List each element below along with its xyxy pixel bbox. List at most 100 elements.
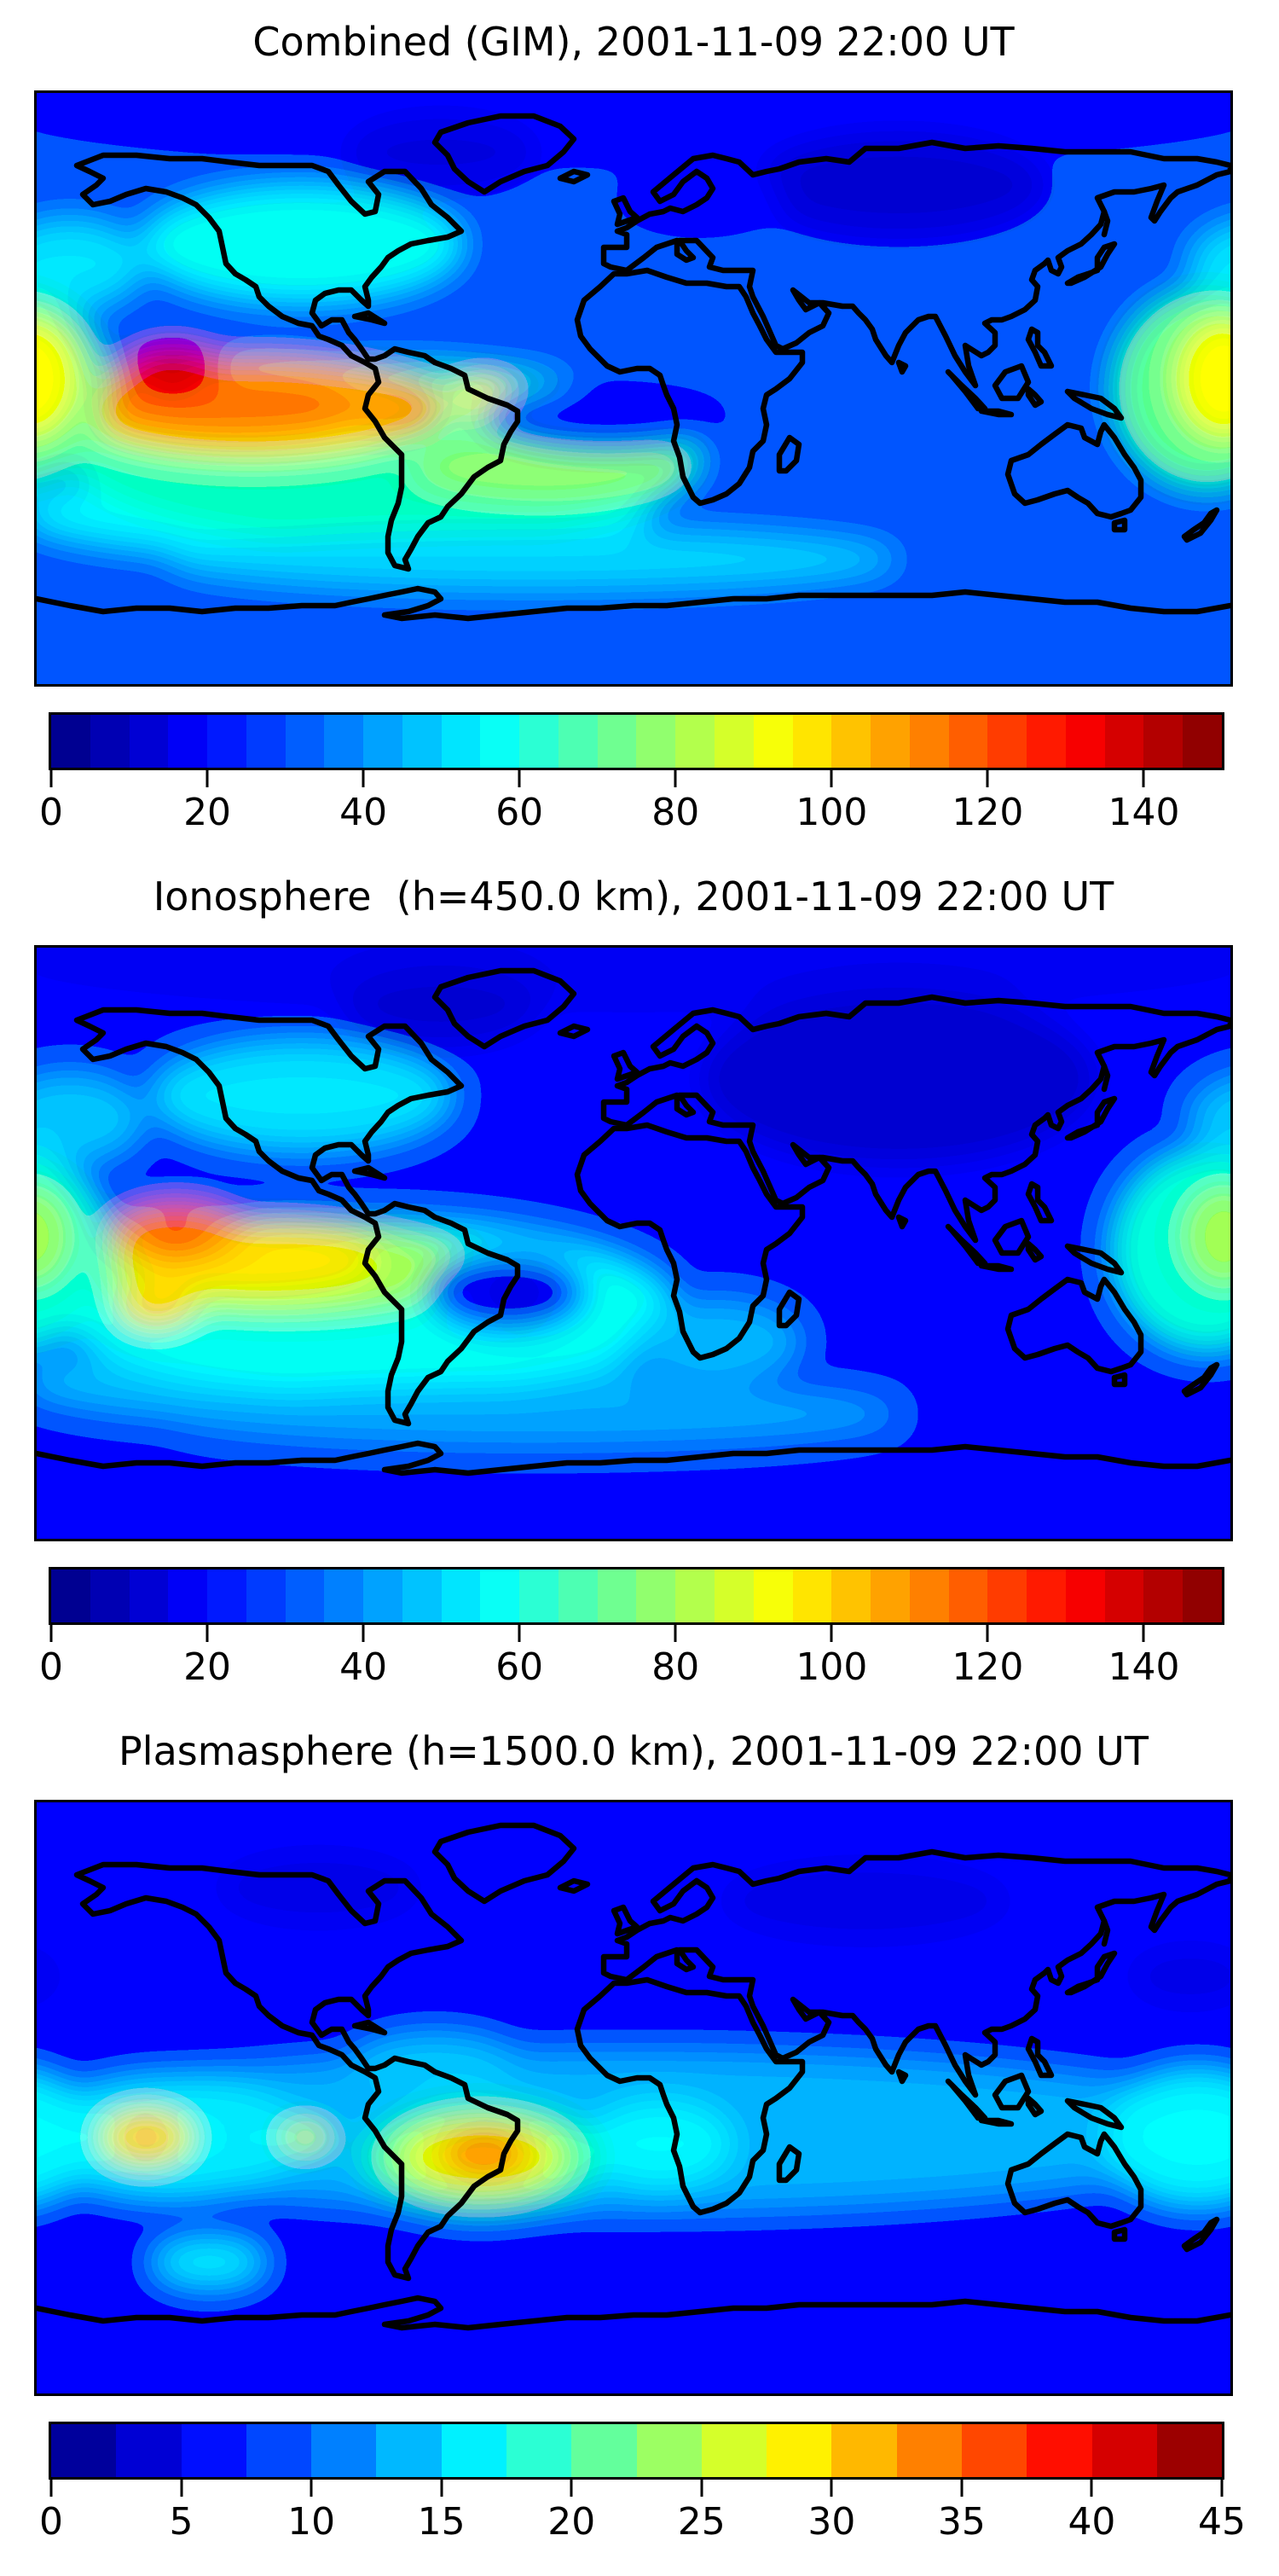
colorbar-segment bbox=[636, 1569, 676, 1622]
colorbar-segment bbox=[1027, 715, 1066, 768]
colorbar-segment bbox=[1091, 2424, 1157, 2477]
colorbar-segment bbox=[1183, 1569, 1222, 1622]
coastline-path bbox=[557, 168, 591, 185]
colorbar-segment bbox=[571, 2424, 637, 2477]
colorbar-segment bbox=[324, 1569, 364, 1622]
field-blob bbox=[37, 1076, 143, 1162]
colorbar-tick bbox=[1142, 1625, 1145, 1642]
colorbar-tick bbox=[49, 2480, 53, 2497]
colorbar-tick bbox=[518, 770, 521, 787]
coastlines bbox=[37, 967, 1230, 1477]
field-blob bbox=[587, 2101, 733, 2187]
field-blob bbox=[1177, 319, 1230, 438]
field-blob bbox=[153, 2239, 266, 2285]
colorbar-segment bbox=[1065, 1569, 1105, 1622]
colorbar-segment bbox=[90, 1569, 130, 1622]
colorbar-segment bbox=[597, 1569, 637, 1622]
colorbar-segment bbox=[246, 1569, 286, 1622]
field-blob bbox=[169, 530, 900, 589]
field-blob bbox=[142, 1216, 210, 1250]
coastline-path bbox=[1064, 1950, 1118, 1996]
coastline-path bbox=[1025, 2035, 1055, 2079]
field-blob bbox=[1190, 225, 1230, 302]
coastline-path bbox=[1025, 1240, 1045, 1263]
field-blob bbox=[142, 188, 461, 300]
colorbar-tick bbox=[986, 1625, 989, 1642]
figure: Combined (GIM), 2001-11-09 22:00 UT bbox=[0, 17, 1279, 2553]
colorbar-segment bbox=[480, 1569, 520, 1622]
panel-combined: Combined (GIM), 2001-11-09 22:00 UT bbox=[0, 17, 1279, 844]
colorbar-segment bbox=[715, 1569, 754, 1622]
coastline-path bbox=[1064, 1095, 1118, 1141]
field-blob bbox=[151, 360, 194, 384]
coastline-path bbox=[574, 1976, 806, 2216]
colorbar-segment bbox=[948, 1569, 988, 1622]
colorbar-segment bbox=[90, 715, 130, 768]
colorbar-tick bbox=[830, 2480, 833, 2497]
panel-title-combined: Combined (GIM), 2001-11-09 22:00 UT bbox=[252, 19, 1015, 65]
colorbar-tick-label: 60 bbox=[495, 1645, 544, 1689]
coastline-path bbox=[1181, 1361, 1220, 1398]
colorbar-segment bbox=[519, 715, 558, 768]
field-blob bbox=[1104, 2071, 1230, 2203]
colorbar-segment bbox=[792, 1569, 832, 1622]
colorbar-segment bbox=[441, 715, 481, 768]
coastline-path bbox=[1025, 1181, 1055, 1224]
colorbar-tick bbox=[674, 770, 677, 787]
colorbar-segment bbox=[51, 1569, 90, 1622]
field-blob bbox=[634, 1302, 800, 1382]
field-blob bbox=[37, 2075, 96, 2199]
colorbar-tick bbox=[49, 770, 53, 787]
coastline-path bbox=[611, 1904, 640, 1937]
coastline-path bbox=[600, 994, 1230, 1244]
coastline-path bbox=[431, 1822, 577, 1905]
colorbar-tick-label: 40 bbox=[339, 1645, 388, 1689]
colorbar-segment bbox=[753, 715, 793, 768]
colorbar-tick bbox=[674, 1625, 677, 1642]
colorbar-tick bbox=[49, 1625, 53, 1642]
colorbar-segment bbox=[1156, 2424, 1223, 2477]
colorbar-segment bbox=[1143, 1569, 1184, 1622]
colorbar-segment bbox=[363, 1569, 402, 1622]
coastlines bbox=[37, 113, 1230, 622]
colorbar-segment bbox=[871, 715, 910, 768]
colorbar-segment bbox=[675, 1569, 715, 1622]
coastlines bbox=[37, 1822, 1230, 2331]
coastline-path bbox=[1064, 388, 1125, 421]
coastline-path bbox=[37, 2295, 1230, 2331]
map-ionosphere bbox=[34, 945, 1233, 1541]
colorbar-segment bbox=[506, 2424, 572, 2477]
colorbar-band bbox=[49, 712, 1224, 770]
panel-title-ionosphere: Ionosphere (h=450.0 km), 2001-11-09 22:0… bbox=[153, 873, 1114, 920]
panel-plasmasphere: Plasmasphere (h=1500.0 km), 2001-11-09 2… bbox=[0, 1726, 1279, 2553]
coastline-path bbox=[351, 1164, 388, 1181]
coastline-path bbox=[611, 194, 640, 228]
field-blob bbox=[37, 221, 143, 307]
coastline-path bbox=[776, 434, 802, 474]
coastline-path bbox=[776, 1289, 802, 1329]
colorbar-plasmasphere: 0 5 10 15 20 25 30 35 40 45 bbox=[39, 2422, 1246, 2553]
colorbar-segment bbox=[285, 715, 325, 768]
panel-ionosphere: Ionosphere (h=450.0 km), 2001-11-09 22:0… bbox=[0, 872, 1279, 1698]
colorbar-tick bbox=[1090, 2480, 1093, 2497]
colorbar-tick bbox=[830, 1625, 833, 1642]
colorbar-tick bbox=[700, 2480, 703, 2497]
colorbar-band bbox=[49, 1567, 1224, 1625]
colorbar-segment bbox=[636, 715, 676, 768]
colorbar-ionosphere: 0 20 40 60 80 100 120 140 bbox=[39, 1567, 1224, 1698]
colorbar-tick-label: 120 bbox=[952, 791, 1024, 834]
colorbar-segment bbox=[1065, 715, 1105, 768]
coastline-path bbox=[37, 585, 1230, 622]
colorbar-tick-label: 35 bbox=[937, 2500, 986, 2544]
colorbar-segment bbox=[831, 1569, 871, 1622]
colorbar-band bbox=[49, 2422, 1224, 2480]
colorbar-segment bbox=[909, 1569, 949, 1622]
coastline-path bbox=[1111, 2226, 1128, 2242]
coastline-path bbox=[431, 113, 577, 195]
coastline-path bbox=[1064, 1243, 1125, 1276]
colorbar-segment bbox=[715, 715, 754, 768]
field-blob bbox=[37, 1184, 73, 1289]
colorbar-tick bbox=[362, 1625, 365, 1642]
colorbar-segment bbox=[909, 715, 949, 768]
coastline-path bbox=[1101, 1917, 1111, 1947]
